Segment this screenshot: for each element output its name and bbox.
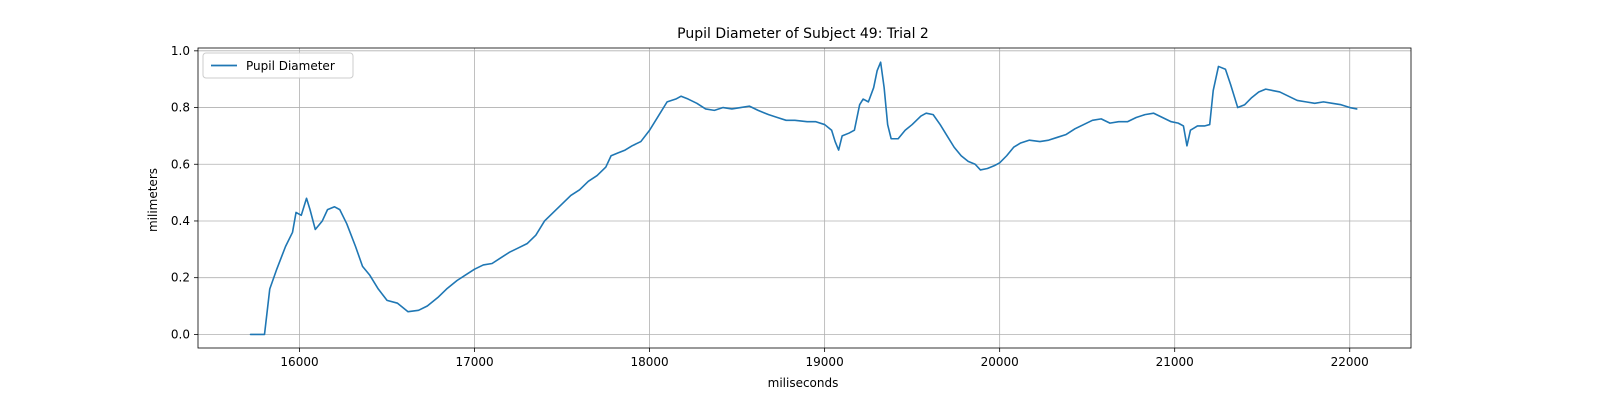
x-tick-label: 20000	[981, 355, 1019, 369]
legend: Pupil Diameter	[202, 52, 354, 79]
x-axis-label: miliseconds	[768, 376, 839, 390]
x-tick-label: 18000	[630, 355, 668, 369]
y-tick-label: 0.0	[171, 327, 190, 341]
y-tick-label: 0.8	[171, 101, 190, 115]
grid-lines	[198, 48, 1411, 348]
x-tick-label: 19000	[806, 355, 844, 369]
y-axis: 0.0 0.2 0.4 0.6 0.8 1.0	[171, 44, 198, 341]
x-tick-label: 21000	[1156, 355, 1194, 369]
y-axis-label: milimeters	[146, 168, 160, 232]
series-line-pupil-diameter	[249, 61, 1358, 336]
y-tick-label: 0.6	[171, 157, 190, 171]
legend-box	[202, 52, 354, 79]
y-tick-label: 0.2	[171, 271, 190, 285]
chart-title: Pupil Diameter of Subject 49: Trial 2	[677, 26, 929, 42]
x-tick-label: 22000	[1331, 355, 1369, 369]
x-tick-label: 16000	[280, 355, 318, 369]
legend-label: Pupil Diameter	[246, 59, 335, 73]
plot-frame	[197, 47, 1412, 349]
y-tick-label: 0.4	[171, 214, 190, 228]
x-tick-label: 17000	[455, 355, 493, 369]
y-tick-label: 1.0	[171, 44, 190, 58]
series-layer	[249, 61, 1358, 336]
x-axis: 16000 17000 18000 19000 20000 21000 22000	[280, 348, 1369, 369]
